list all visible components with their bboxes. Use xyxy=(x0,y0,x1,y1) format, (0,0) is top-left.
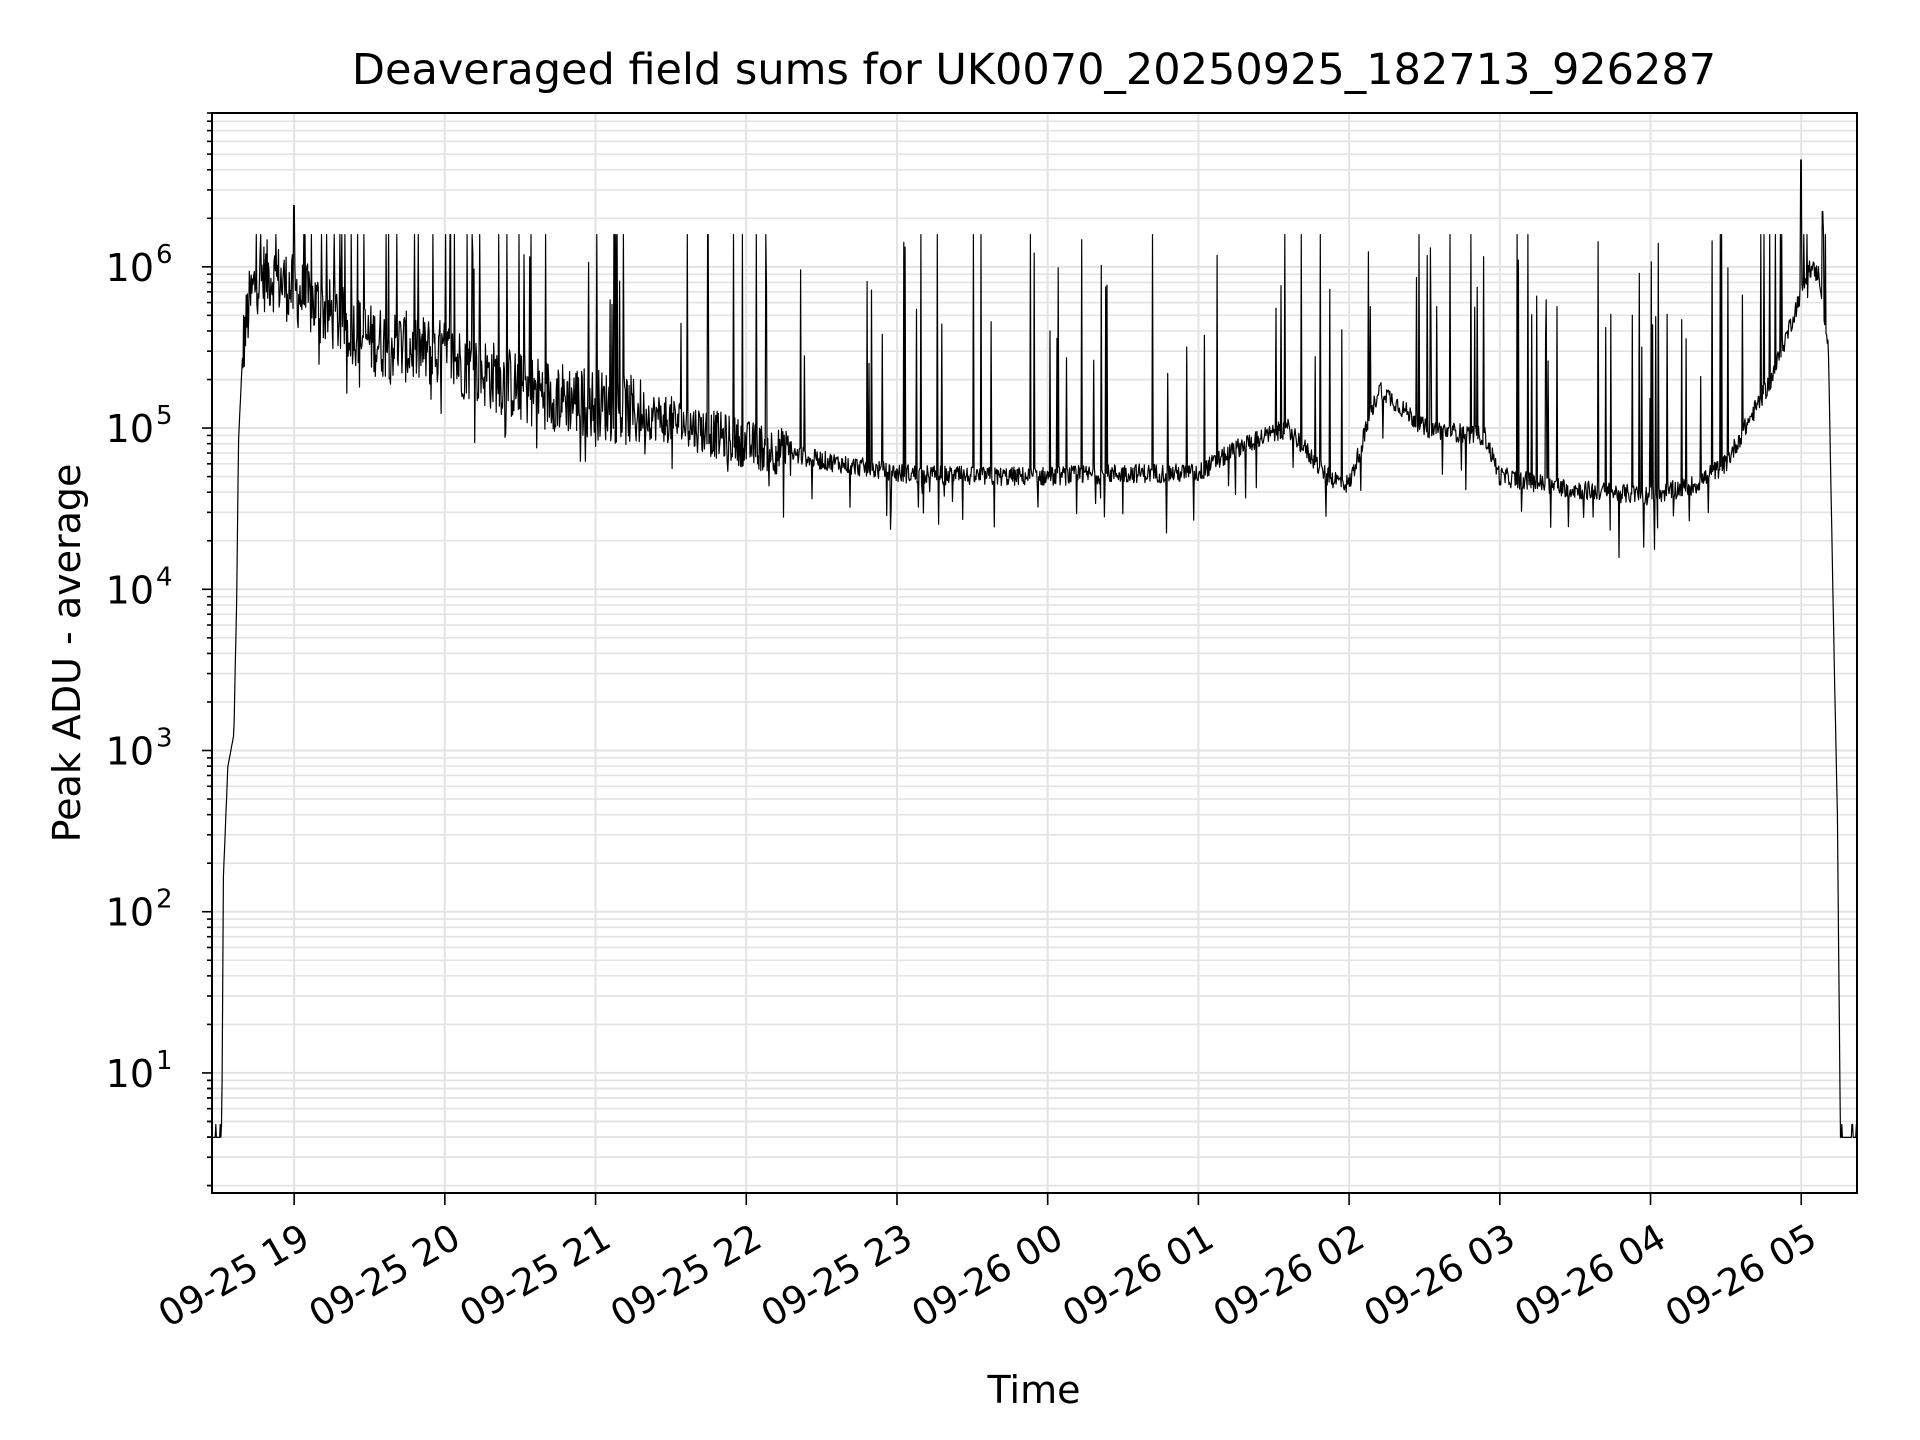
y-tick-label: 10 xyxy=(106,891,154,935)
y-tick-label-exponent: 2 xyxy=(156,885,173,915)
y-tick-label: 10 xyxy=(106,568,154,612)
grid xyxy=(212,112,1857,1193)
y-axis-label: Peak ADU - average xyxy=(45,464,89,843)
series-line xyxy=(212,159,1858,1138)
series-line-group xyxy=(212,159,1858,1138)
y-tick-label: 10 xyxy=(106,1052,154,1096)
y-tick-label: 10 xyxy=(106,407,154,451)
y-tick-label-exponent: 3 xyxy=(156,723,173,753)
axis-ticks xyxy=(202,112,1803,1205)
x-axis-label: Time xyxy=(987,1368,1081,1412)
chart-title: Deaveraged field sums for UK0070_2025092… xyxy=(352,45,1716,95)
y-tick-label-exponent: 6 xyxy=(156,240,173,270)
y-tick-label-exponent: 5 xyxy=(156,401,173,431)
y-tick-label-exponent: 4 xyxy=(156,562,173,592)
y-tick-label: 10 xyxy=(106,246,154,290)
y-tick-label-exponent: 1 xyxy=(156,1046,173,1076)
y-tick-label: 10 xyxy=(106,729,154,773)
